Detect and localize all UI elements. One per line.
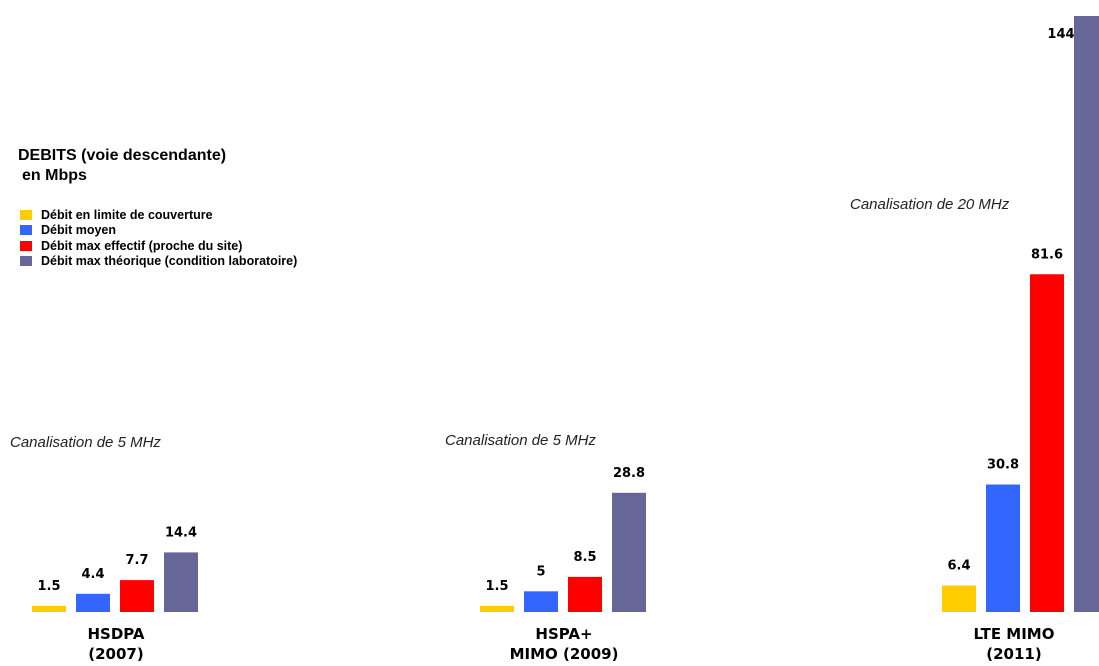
bar-0-2 — [120, 580, 154, 612]
category-label-lte-mimo: LTE MIMO (2011) — [974, 624, 1055, 664]
data-label-2-1: 30.8 — [987, 458, 1019, 473]
bar-1-2 — [568, 576, 602, 612]
bar-2-2 — [1030, 274, 1064, 612]
data-label-0-1: 4.4 — [81, 567, 104, 582]
category-label-hspa-plus: HSPA+ MIMO (2009) — [510, 624, 619, 664]
data-label-1-1: 5 — [536, 564, 545, 579]
data-label-1-3: 28.8 — [613, 466, 645, 481]
data-label-1-2: 8.5 — [573, 550, 596, 565]
legend-item-average: Débit moyen — [20, 223, 297, 239]
legend-swatch-blue — [20, 225, 32, 236]
bar-1-3 — [612, 492, 646, 612]
legend-label: Débit max théorique (condition laboratoi… — [41, 254, 298, 269]
data-label-2-0: 6.4 — [947, 559, 970, 574]
category-label-line: LTE MIMO — [973, 625, 1055, 643]
category-label-line: HSDPA — [87, 625, 145, 643]
category-label-hsdpa: HSDPA (2007) — [87, 624, 144, 664]
annotation-lte-channel: Canalisation de 20 MHz — [850, 196, 1010, 213]
data-label-0-3: 14.4 — [165, 525, 197, 540]
data-label-2-2: 81.6 — [1031, 247, 1063, 262]
legend-item-theoretical-max: Débit max théorique (condition laboratoi… — [20, 254, 297, 270]
data-label-0-0: 1.5 — [37, 579, 60, 594]
category-label-line: MIMO (2009) — [509, 645, 619, 663]
annotation-hsdpa-channel: Canalisation de 5 MHz — [10, 434, 161, 451]
data-label-1-0: 1.5 — [485, 579, 508, 594]
bar-2-0 — [942, 585, 976, 612]
legend-item-coverage-limit: Débit en limite de couverture — [20, 207, 297, 223]
annotation-hspa-channel: Canalisation de 5 MHz — [445, 432, 596, 449]
category-label-line: HSPA+ — [535, 625, 593, 643]
legend-label: Débit en limite de couverture — [41, 207, 213, 222]
legend-swatch-red — [20, 240, 32, 251]
bar-1-0 — [480, 605, 514, 612]
chart-title-line2: en Mbps — [22, 167, 87, 184]
legend: Débit en limite de couverture Débit moye… — [20, 207, 297, 269]
category-label-line: (2007) — [88, 645, 144, 663]
legend-swatch-yellow — [20, 209, 32, 220]
legend-swatch-purple — [20, 256, 32, 267]
bar-2-1 — [986, 484, 1020, 612]
data-label-0-2: 7.7 — [125, 553, 148, 568]
bar-2-3 — [1074, 16, 1099, 612]
bar-1-1 — [524, 591, 558, 612]
category-label-line: (2011) — [986, 645, 1042, 663]
chart-title-line1: DEBITS (voie descendante) — [18, 147, 227, 164]
chart-title: DEBITS (voie descendante) en Mbps — [18, 146, 226, 186]
bar-0-1 — [76, 593, 110, 612]
bar-0-3 — [164, 552, 198, 612]
legend-label: Débit moyen — [41, 223, 117, 238]
data-label-2-3: 144 — [1047, 27, 1074, 42]
bar-0-0 — [32, 605, 66, 612]
legend-item-effective-max: Débit max effectif (proche du site) — [20, 238, 297, 254]
legend-label: Débit max effectif (proche du site) — [41, 238, 243, 253]
